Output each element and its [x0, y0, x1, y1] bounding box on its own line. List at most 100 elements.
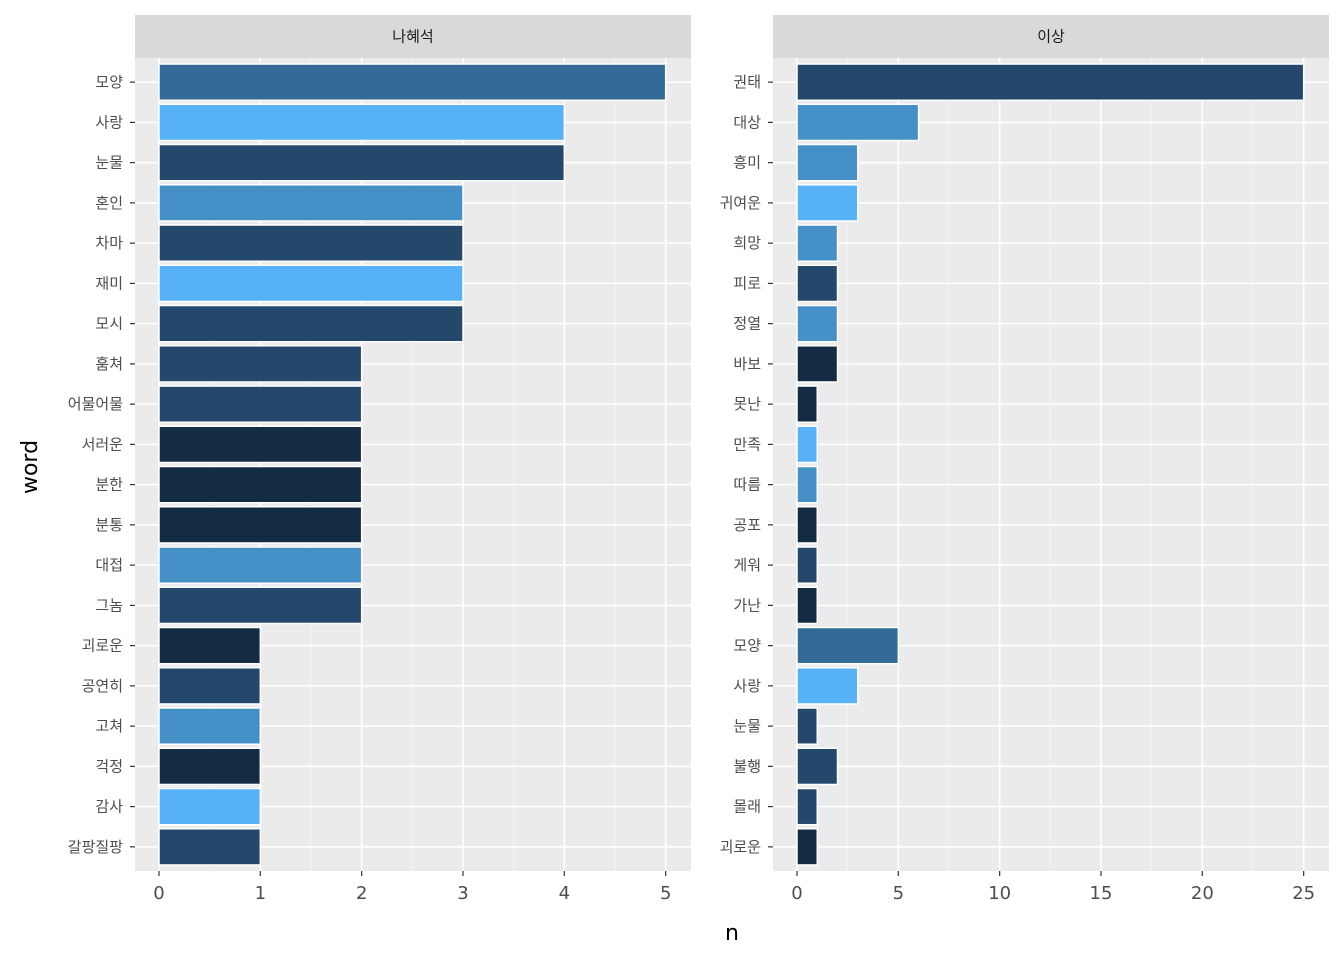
- y-tick-label: 피로: [733, 274, 761, 292]
- bar-피로: [796, 264, 839, 303]
- x-tick-label: 20: [1191, 883, 1214, 904]
- y-tick-label: 감사: [95, 798, 123, 816]
- y-tick-label: 몰래: [733, 798, 761, 816]
- facet-strip-label: 이상: [1037, 28, 1065, 46]
- y-tick-label: 괴로운: [82, 637, 124, 655]
- x-tick-label: 2: [356, 883, 367, 904]
- bar-따름: [796, 465, 819, 504]
- y-tick-label: 대상: [733, 113, 761, 131]
- y-tick-label: 대접: [95, 556, 123, 574]
- bar-게워: [796, 546, 819, 584]
- bar-차마: [158, 224, 464, 262]
- bar-흥미: [796, 143, 859, 182]
- bar-희망: [796, 224, 839, 262]
- bar-걱정: [158, 747, 262, 786]
- panels: 나혜석모양사랑눈물혼인차마재미모시훔쳐어물어물서러운분한분통대접그놈괴로운공연히…: [68, 15, 1329, 904]
- bar-귀여운: [796, 184, 859, 222]
- y-tick-label: 사랑: [733, 677, 761, 695]
- y-axis-title: word: [18, 440, 43, 494]
- bar-만족: [796, 425, 819, 464]
- y-tick-label: 모양: [733, 637, 761, 655]
- bar-그놈: [158, 586, 363, 625]
- bar-재미: [158, 264, 464, 303]
- y-tick-label: 바보: [733, 355, 761, 373]
- y-tick-label: 분한: [95, 476, 123, 494]
- y-tick-label: 흥미: [733, 154, 761, 172]
- bar-갈팡질팡: [158, 827, 262, 866]
- bar-고쳐: [158, 707, 262, 745]
- bar-모양: [796, 626, 900, 665]
- y-tick-label: 사랑: [95, 113, 123, 131]
- bar-훔쳐: [158, 345, 363, 383]
- y-tick-label: 걱정: [95, 757, 123, 775]
- x-tick-label: 10: [988, 883, 1011, 904]
- y-tick-label: 권태: [733, 73, 761, 91]
- bar-눈물: [158, 143, 566, 182]
- y-tick-label: 모양: [95, 73, 123, 91]
- x-tick-label: 0: [153, 883, 164, 904]
- y-tick-label: 혼인: [95, 194, 123, 212]
- bar-모시: [158, 304, 464, 343]
- bar-분통: [158, 506, 363, 544]
- bar-사랑: [158, 103, 566, 142]
- y-tick-label: 정열: [733, 315, 761, 333]
- panel-1: 나혜석모양사랑눈물혼인차마재미모시훔쳐어물어물서러운분한분통대접그놈괴로운공연히…: [68, 15, 691, 904]
- y-tick-label: 불행: [733, 757, 761, 775]
- y-tick-label: 고쳐: [95, 717, 123, 735]
- bar-몰래: [796, 787, 819, 826]
- y-tick-label: 만족: [733, 435, 761, 453]
- bar-괴로운: [796, 827, 819, 866]
- y-tick-label: 눈물: [95, 154, 123, 172]
- y-tick-label: 훔쳐: [95, 355, 123, 373]
- y-tick-label: 모시: [95, 315, 123, 333]
- bar-불행: [796, 747, 839, 786]
- y-tick-label: 그놈: [95, 596, 123, 614]
- bar-사랑: [796, 667, 859, 705]
- y-tick-label: 따름: [733, 476, 761, 494]
- y-tick-label: 희망: [733, 234, 761, 252]
- y-tick-label: 못난: [733, 395, 761, 413]
- x-tick-label: 3: [457, 883, 468, 904]
- bar-공포: [796, 506, 819, 544]
- bar-대상: [796, 103, 920, 142]
- y-tick-label: 서러운: [82, 435, 124, 453]
- bar-공연히: [158, 667, 262, 705]
- facet-strip-label: 나혜석: [392, 28, 433, 46]
- x-tick-label: 4: [559, 883, 570, 904]
- facet-strip: [135, 15, 691, 58]
- y-tick-label: 괴로운: [720, 838, 762, 856]
- bar-권태: [796, 63, 1305, 102]
- facet-strip: [773, 15, 1329, 58]
- bar-어물어물: [158, 385, 363, 423]
- y-tick-label: 게워: [733, 556, 761, 574]
- y-tick-label: 어물어물: [68, 395, 123, 413]
- bar-괴로운: [158, 626, 262, 665]
- x-tick-label: 0: [791, 883, 802, 904]
- x-tick-label: 1: [255, 883, 266, 904]
- x-axis-title: n: [725, 921, 739, 946]
- x-tick-label: 25: [1292, 883, 1315, 904]
- y-tick-label: 귀여운: [720, 194, 762, 212]
- plot-background: [773, 58, 1329, 871]
- bar-혼인: [158, 184, 464, 222]
- x-tick-label: 5: [893, 883, 904, 904]
- bar-정열: [796, 304, 839, 343]
- y-tick-label: 갈팡질팡: [68, 838, 123, 856]
- y-tick-label: 공포: [733, 516, 761, 534]
- y-tick-label: 가난: [733, 596, 761, 614]
- bar-눈물: [796, 707, 819, 745]
- bar-감사: [158, 787, 262, 826]
- bar-분한: [158, 465, 363, 504]
- y-tick-label: 눈물: [733, 717, 761, 735]
- bar-대접: [158, 546, 363, 584]
- y-tick-label: 공연히: [82, 677, 123, 695]
- bar-서러운: [158, 425, 363, 464]
- y-tick-label: 차마: [95, 234, 123, 252]
- bar-못난: [796, 385, 819, 423]
- x-tick-label: 15: [1090, 883, 1113, 904]
- panel-2: 이상권태대상흥미귀여운희망피로정열바보못난만족따름공포게워가난모양사랑눈물불행몰…: [720, 15, 1329, 904]
- y-tick-label: 분통: [95, 516, 123, 534]
- x-tick-label: 5: [660, 883, 671, 904]
- y-tick-label: 재미: [95, 274, 123, 292]
